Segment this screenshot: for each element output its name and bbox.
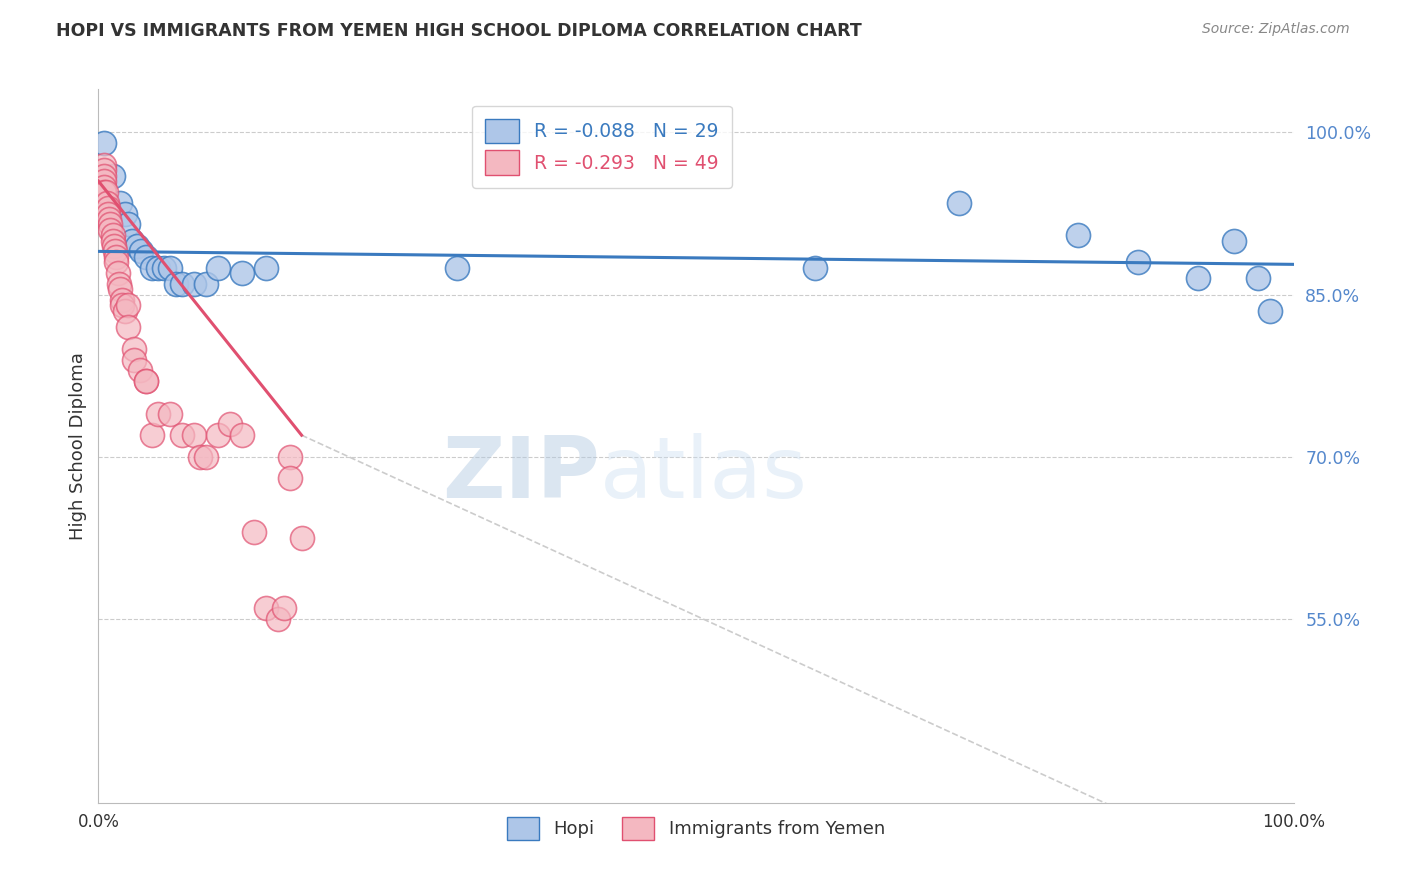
Point [114,206,136,220]
Point [98,211,121,226]
Point [1187,271,1209,285]
Point [148,260,170,275]
Point [141,260,163,275]
Point [1247,271,1270,285]
Text: atlas: atlas [600,433,808,516]
Point [159,260,181,275]
Point [195,450,218,464]
Point [121,234,143,248]
Point [207,260,229,275]
Point [141,428,163,442]
Point [105,255,128,269]
Point [94,185,117,199]
Point [254,260,277,275]
Point [98,218,122,232]
Point [273,601,295,615]
Point [1223,234,1246,248]
Point [188,450,211,464]
Text: Source: ZipAtlas.com: Source: ZipAtlas.com [1202,22,1350,37]
Point [207,428,229,442]
Point [231,266,253,280]
Point [291,531,314,545]
Point [159,407,181,421]
Point [93,163,115,178]
Point [96,195,118,210]
Point [97,201,120,215]
Point [195,277,218,291]
Point [111,298,134,312]
Point [93,179,115,194]
Point [1128,255,1150,269]
Point [105,250,128,264]
Point [219,417,242,432]
Point [243,525,266,540]
Point [93,174,115,188]
Point [804,260,827,275]
Text: HOPI VS IMMIGRANTS FROM YEMEN HIGH SCHOOL DIPLOMA CORRELATION CHART: HOPI VS IMMIGRANTS FROM YEMEN HIGH SCHOO… [56,22,862,40]
Point [948,195,970,210]
Point [278,471,301,485]
Point [446,260,468,275]
Point [104,244,127,259]
Point [117,320,139,334]
Point [107,266,129,280]
Legend: Hopi, Immigrants from Yemen: Hopi, Immigrants from Yemen [499,810,893,847]
Point [172,277,194,291]
Point [108,195,131,210]
Point [267,612,290,626]
Point [254,601,277,615]
Point [93,136,115,151]
Point [129,363,152,377]
Text: ZIP: ZIP [443,433,600,516]
Point [98,223,122,237]
Point [101,228,124,243]
Point [135,374,157,388]
Point [107,277,129,291]
Point [165,277,187,291]
Point [172,428,194,442]
Point [153,260,176,275]
Point [148,407,170,421]
Point [101,234,124,248]
Point [93,185,115,199]
Point [183,428,205,442]
Point [101,169,124,183]
Point [111,293,134,307]
Point [135,374,157,388]
Point [117,298,139,312]
Point [124,352,146,367]
Point [117,218,139,232]
Point [231,428,253,442]
Y-axis label: High School Diploma: High School Diploma [69,352,87,540]
Point [183,277,205,291]
Point [125,239,148,253]
Point [114,303,136,318]
Point [124,342,146,356]
Point [108,282,131,296]
Point [1258,303,1281,318]
Point [97,206,120,220]
Point [93,169,115,183]
Point [278,450,301,464]
Point [131,244,153,259]
Point [93,158,115,172]
Point [1067,228,1090,243]
Point [103,239,125,253]
Point [135,250,157,264]
